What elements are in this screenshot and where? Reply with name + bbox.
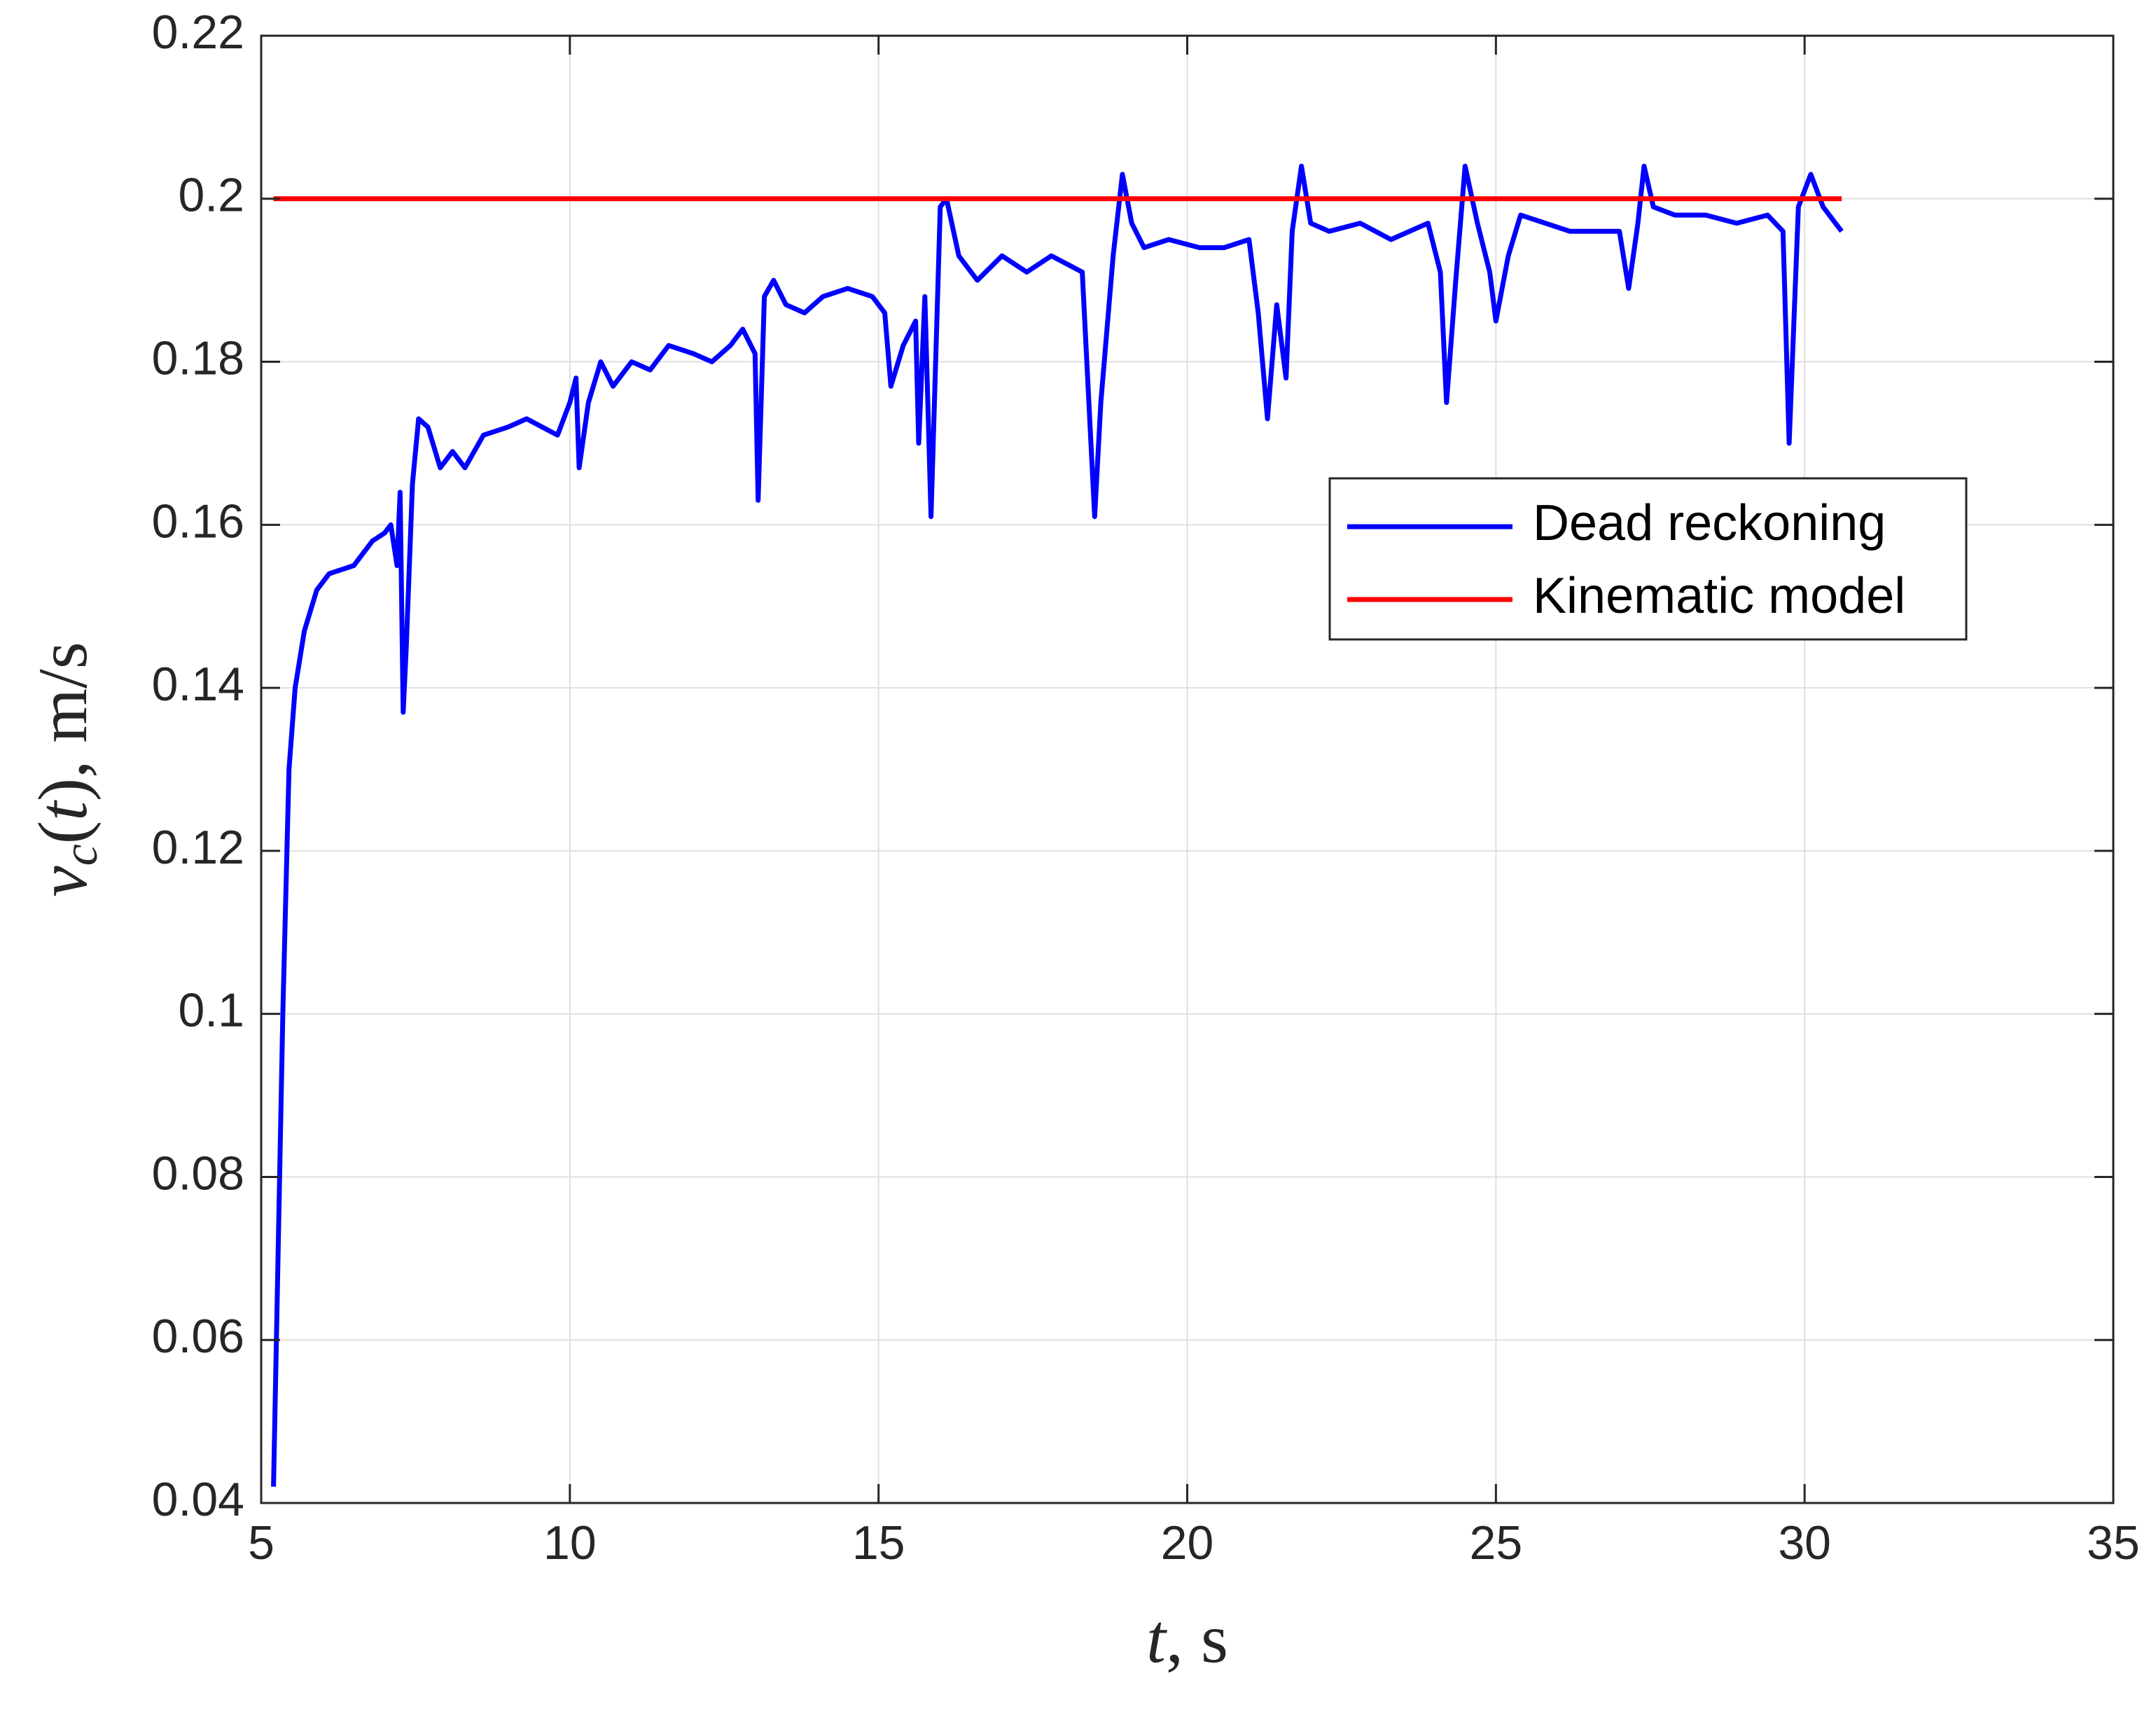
x-tick-label: 20 xyxy=(1161,1516,1214,1570)
y-axis-label-part: ), m/s xyxy=(24,642,102,801)
legend-label: Kinematic model xyxy=(1533,568,1905,624)
x-tick-label: 30 xyxy=(1778,1516,1831,1570)
x-tick-label: 5 xyxy=(248,1516,274,1570)
y-axis-label-part: ( xyxy=(24,821,102,844)
x-axis-label: t, s xyxy=(1146,1600,1228,1677)
y-axis-label: vc(t), m/s xyxy=(24,642,108,896)
y-tick-label: 0.18 xyxy=(152,332,244,385)
y-tick-label: 0.14 xyxy=(152,658,244,711)
y-axis-label-part: t xyxy=(24,800,102,821)
y-axis-label-part: v xyxy=(24,866,102,897)
legend-label: Dead reckoning xyxy=(1533,495,1886,551)
y-tick-label: 0.04 xyxy=(152,1473,244,1526)
y-tick-label: 0.22 xyxy=(152,6,244,59)
y-tick-label: 0.1 xyxy=(178,984,244,1037)
x-tick-label: 15 xyxy=(852,1516,905,1570)
y-tick-label: 0.2 xyxy=(178,169,244,222)
x-axis-label-part: t xyxy=(1146,1600,1167,1677)
y-tick-label: 0.08 xyxy=(152,1147,244,1200)
x-tick-label: 35 xyxy=(2087,1516,2140,1570)
x-tick-label: 25 xyxy=(1470,1516,1523,1570)
y-tick-label: 0.12 xyxy=(152,821,244,874)
x-axis-label-part: , s xyxy=(1166,1600,1228,1677)
y-tick-label: 0.16 xyxy=(152,494,244,548)
y-tick-label: 0.06 xyxy=(152,1310,244,1363)
y-axis-label-part: c xyxy=(54,844,108,866)
legend-box xyxy=(1328,477,1968,641)
x-tick-label: 10 xyxy=(543,1516,597,1570)
